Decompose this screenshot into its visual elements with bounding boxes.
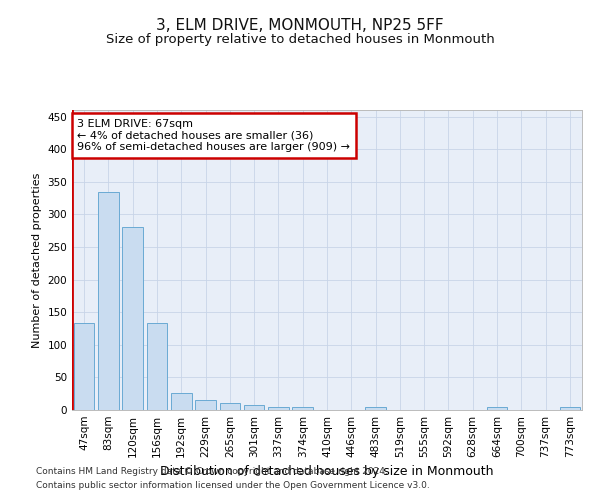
X-axis label: Distribution of detached houses by size in Monmouth: Distribution of detached houses by size …: [160, 466, 494, 478]
Bar: [74, 322, 94, 410]
Bar: [220, 403, 240, 410]
Y-axis label: Number of detached properties: Number of detached properties: [32, 172, 42, 348]
Bar: [292, 408, 313, 410]
Text: Size of property relative to detached houses in Monmouth: Size of property relative to detached ho…: [106, 32, 494, 46]
Text: Contains HM Land Registry data © Crown copyright and database right 2024.: Contains HM Land Registry data © Crown c…: [36, 467, 388, 476]
Bar: [146, 322, 167, 410]
Bar: [195, 400, 216, 410]
Bar: [268, 406, 289, 410]
Bar: [171, 393, 191, 410]
Text: Contains public sector information licensed under the Open Government Licence v3: Contains public sector information licen…: [36, 481, 430, 490]
Bar: [122, 228, 143, 410]
Bar: [244, 406, 265, 410]
Bar: [487, 408, 508, 410]
Bar: [365, 408, 386, 410]
Text: 3 ELM DRIVE: 67sqm
← 4% of detached houses are smaller (36)
96% of semi-detached: 3 ELM DRIVE: 67sqm ← 4% of detached hous…: [77, 119, 350, 152]
Text: 3, ELM DRIVE, MONMOUTH, NP25 5FF: 3, ELM DRIVE, MONMOUTH, NP25 5FF: [156, 18, 444, 32]
Bar: [560, 408, 580, 410]
Bar: [98, 192, 119, 410]
